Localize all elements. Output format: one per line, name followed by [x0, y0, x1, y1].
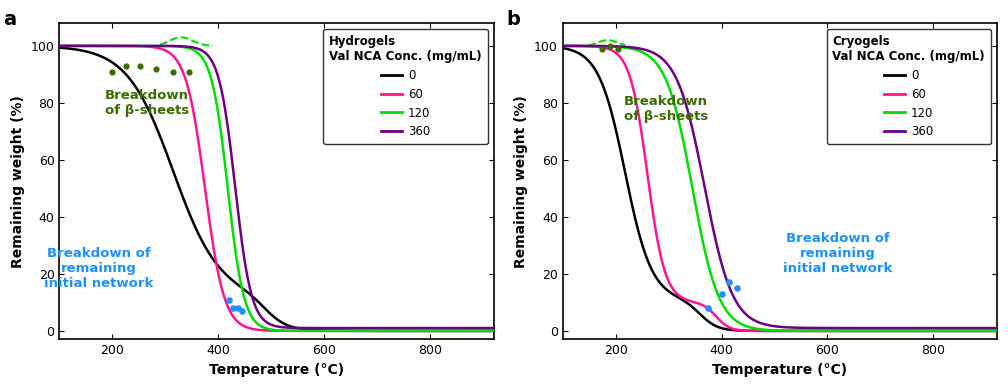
X-axis label: Temperature (°C): Temperature (°C)	[713, 363, 848, 377]
Point	[722, 279, 738, 286]
Y-axis label: Remaining weight (%): Remaining weight (%)	[514, 95, 528, 268]
Legend: 0, 60, 120, 360: 0, 60, 120, 360	[827, 29, 991, 144]
Point	[230, 305, 246, 311]
Point	[225, 305, 241, 311]
Text: a: a	[3, 10, 16, 29]
Point	[234, 308, 250, 314]
Y-axis label: Remaining weight (%): Remaining weight (%)	[11, 95, 25, 268]
Text: b: b	[506, 10, 520, 29]
Point	[165, 68, 181, 74]
Point	[221, 296, 237, 303]
Point	[118, 63, 134, 69]
Point	[714, 291, 730, 297]
Point	[730, 285, 746, 291]
Point	[610, 46, 626, 52]
Text: Breakdown
of β-sheets: Breakdown of β-sheets	[105, 89, 188, 117]
X-axis label: Temperature (°C): Temperature (°C)	[209, 363, 344, 377]
Legend: 0, 60, 120, 360: 0, 60, 120, 360	[324, 29, 488, 144]
Point	[104, 68, 120, 74]
Text: Breakdown of
remaining
initial network: Breakdown of remaining initial network	[44, 247, 154, 290]
Point	[701, 305, 717, 311]
Point	[148, 66, 164, 72]
Point	[132, 63, 148, 69]
Point	[603, 43, 619, 49]
Text: Breakdown
of β-sheets: Breakdown of β-sheets	[624, 95, 708, 123]
Text: Breakdown of
remaining
initial network: Breakdown of remaining initial network	[783, 232, 893, 275]
Point	[181, 68, 198, 74]
Point	[595, 46, 611, 52]
